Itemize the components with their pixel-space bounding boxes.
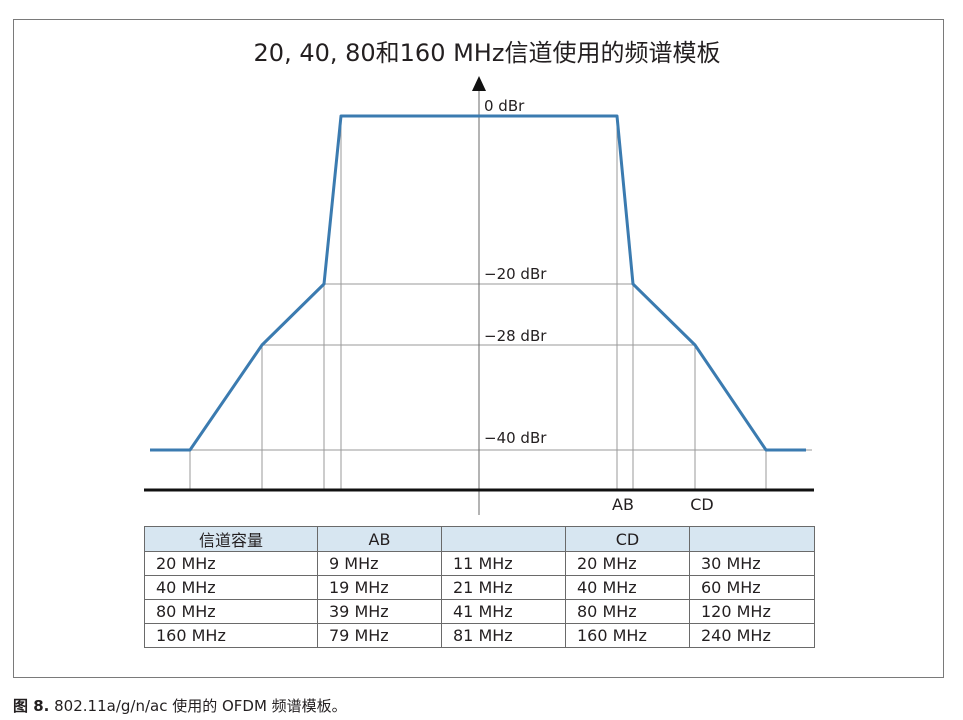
table-cell: 11 MHz bbox=[441, 551, 566, 576]
table-cell: 160 MHz bbox=[565, 623, 690, 648]
marker-ab: AB bbox=[612, 495, 634, 514]
caption-figure-label: 图 8. bbox=[13, 697, 50, 715]
table-cell: 81 MHz bbox=[441, 623, 566, 648]
table-cell: 40 MHz bbox=[565, 575, 690, 600]
table-row: 20 MHz 9 MHz 11 MHz 20 MHz 30 MHz bbox=[144, 551, 815, 576]
table-cell: 240 MHz bbox=[689, 623, 815, 648]
figure-caption: 图 8. 802.11a/g/n/ac 使用的 OFDM 频谱模板。 bbox=[13, 695, 347, 716]
level-label-minus20: −20 dBr bbox=[484, 265, 547, 283]
table-cell: 79 MHz bbox=[317, 623, 442, 648]
spectral-mask-diagram: 20, 40, 80和160 MHz信道使用的频谱模板 0 dBr −20 dB… bbox=[144, 39, 814, 515]
table-cell: 21 MHz bbox=[441, 575, 566, 600]
table-cell: 160 MHz bbox=[144, 623, 318, 648]
marker-cd: CD bbox=[690, 495, 714, 514]
table-header-row: 信道容量 AB CD bbox=[144, 526, 815, 552]
header-blank-1 bbox=[441, 526, 566, 552]
level-label-0: 0 dBr bbox=[484, 97, 525, 115]
header-channel-capacity: 信道容量 bbox=[144, 526, 318, 552]
table-cell: 120 MHz bbox=[689, 599, 815, 624]
figure-frame bbox=[13, 19, 944, 678]
table-cell: 41 MHz bbox=[441, 599, 566, 624]
table-cell: 80 MHz bbox=[565, 599, 690, 624]
header-cd: CD bbox=[565, 526, 690, 552]
gridlines bbox=[150, 116, 812, 490]
level-label-minus28: −28 dBr bbox=[484, 327, 547, 345]
table-cell: 19 MHz bbox=[317, 575, 442, 600]
header-blank-2 bbox=[689, 526, 815, 552]
header-ab: AB bbox=[317, 526, 442, 552]
axis-arrow-icon bbox=[472, 76, 486, 91]
diagram-title: 20, 40, 80和160 MHz信道使用的频谱模板 bbox=[254, 39, 721, 67]
table-cell: 20 MHz bbox=[565, 551, 690, 576]
table-cell: 20 MHz bbox=[144, 551, 318, 576]
level-label-minus40: −40 dBr bbox=[484, 429, 547, 447]
table-row: 40 MHz 19 MHz 21 MHz 40 MHz 60 MHz bbox=[144, 575, 815, 600]
table-cell: 60 MHz bbox=[689, 575, 815, 600]
table-cell: 40 MHz bbox=[144, 575, 318, 600]
table-cell: 80 MHz bbox=[144, 599, 318, 624]
table-cell: 30 MHz bbox=[689, 551, 815, 576]
table-row: 80 MHz 39 MHz 41 MHz 80 MHz 120 MHz bbox=[144, 599, 815, 624]
mask-table: 信道容量 AB CD 20 MHz 9 MHz 11 MHz 20 MHz 30… bbox=[144, 526, 815, 648]
table-cell: 9 MHz bbox=[317, 551, 442, 576]
table-cell: 39 MHz bbox=[317, 599, 442, 624]
spectral-mask-line bbox=[150, 114, 806, 452]
table-row: 160 MHz 79 MHz 81 MHz 160 MHz 240 MHz bbox=[144, 623, 815, 648]
caption-text: 802.11a/g/n/ac 使用的 OFDM 频谱模板。 bbox=[54, 697, 347, 715]
